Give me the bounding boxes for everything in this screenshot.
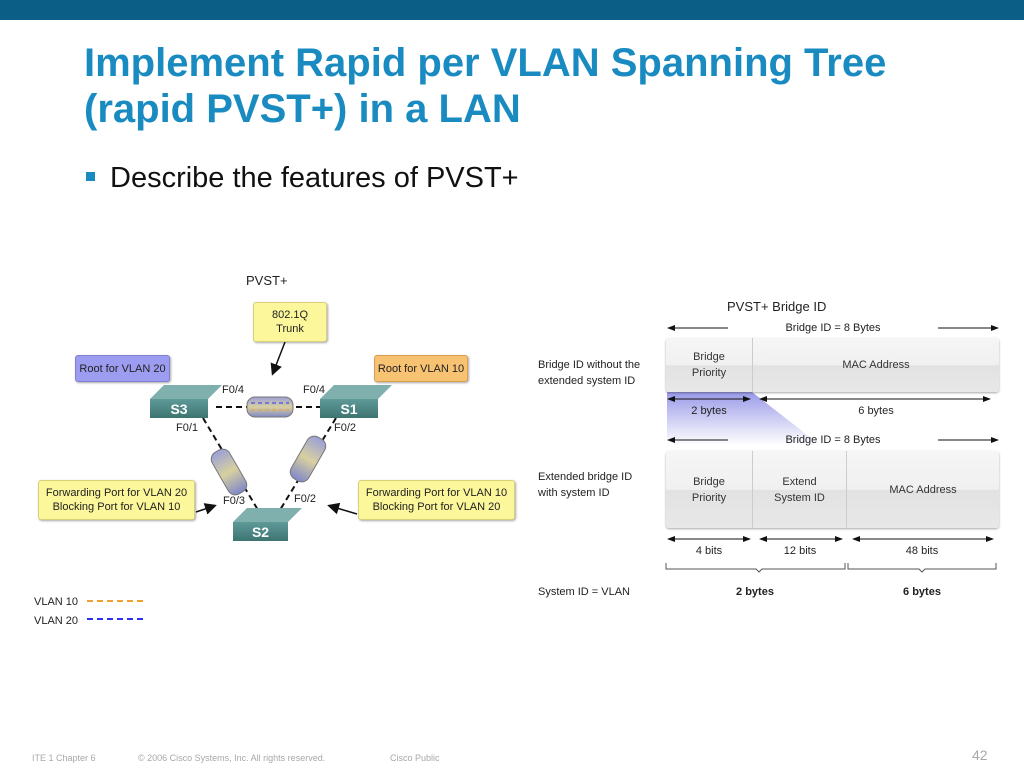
port-s2-f03: F0/3 bbox=[223, 495, 246, 507]
brace-icons bbox=[665, 563, 997, 573]
row1-label-line1: Bridge ID without the bbox=[538, 359, 641, 371]
top-bar bbox=[0, 0, 1024, 20]
row2-ext-line1: Extend bbox=[782, 475, 817, 488]
row2-ext-line2: System ID bbox=[774, 491, 825, 504]
row2-bits-mac: 48 bits bbox=[905, 545, 939, 557]
switch-s2-label: S2 bbox=[251, 524, 270, 540]
trunk-callout: 802.1Q Trunk bbox=[253, 302, 327, 342]
row2-bits-priority: 4 bits bbox=[695, 545, 723, 557]
row1-priority-field: Bridge Priority bbox=[666, 338, 753, 392]
row2-bytes-mac: 6 bytes bbox=[903, 586, 941, 598]
bullet-text: Describe the features of PVST+ bbox=[110, 162, 519, 194]
legend-lines bbox=[87, 600, 147, 620]
slide-title: Implement Rapid per VLAN Spanning Tree (… bbox=[84, 41, 887, 131]
right-port-callout: Forwarding Port for VLAN 10 Blocking Por… bbox=[358, 480, 515, 520]
row1-size-priority: 2 bytes bbox=[691, 405, 727, 417]
row2-label: Extended bridge ID with system ID bbox=[538, 469, 632, 501]
footer-classification: Cisco Public bbox=[390, 753, 440, 763]
trunk-cylinder-icon bbox=[210, 396, 327, 496]
row1-field-bar: Bridge Priority MAC Address bbox=[666, 338, 999, 392]
row2-field-bar: Bridge Priority Extend System ID MAC Add… bbox=[666, 451, 999, 528]
bullet-icon bbox=[86, 172, 95, 181]
footer-copyright: © 2006 Cisco Systems, Inc. All rights re… bbox=[138, 753, 326, 763]
total-size-label-1: Bridge ID = 8 Bytes bbox=[785, 322, 881, 334]
row2-label-line2: with system ID bbox=[538, 487, 610, 499]
callout-arrows bbox=[195, 341, 358, 515]
trunk-callout-line1: 802.1Q bbox=[271, 309, 309, 321]
row2-priority-field: Bridge Priority bbox=[666, 451, 753, 528]
row1-label-line2: extended system ID bbox=[538, 375, 636, 387]
page-number: 42 bbox=[972, 747, 988, 763]
row2-mac-field: MAC Address bbox=[889, 483, 957, 496]
left-callout-line1: Forwarding Port for VLAN 20 bbox=[45, 487, 188, 499]
priority-expansion-shade bbox=[667, 392, 820, 445]
right-callout-line1: Forwarding Port for VLAN 10 bbox=[365, 487, 508, 499]
port-s3-f01: F0/1 bbox=[176, 422, 199, 434]
row1-label: Bridge ID without the extended system ID bbox=[538, 357, 640, 389]
port-s3-f04: F0/4 bbox=[222, 384, 245, 396]
right-callout-line2: Blocking Port for VLAN 20 bbox=[372, 501, 501, 513]
total-size-label-2: Bridge ID = 8 Bytes bbox=[785, 434, 881, 446]
row2-priority-line2: Priority bbox=[691, 491, 727, 504]
legend-vlan20-label: VLAN 20 bbox=[34, 615, 79, 627]
bridge-id-title: PVST+ Bridge ID bbox=[727, 299, 827, 314]
switch-s3-label: S3 bbox=[170, 401, 188, 417]
system-id-label: System ID = VLAN bbox=[538, 586, 631, 598]
row1-size-mac: 6 bytes bbox=[858, 405, 894, 417]
row2-bits-ext: 12 bits bbox=[783, 545, 817, 557]
switch-icons bbox=[150, 385, 392, 541]
footer-course: ITE 1 Chapter 6 bbox=[32, 753, 96, 763]
topology-title: PVST+ bbox=[246, 273, 288, 288]
row1-priority-line2: Priority bbox=[691, 367, 727, 379]
root-vlan20-callout: Root for VLAN 20 bbox=[75, 355, 170, 382]
switch-s1-label: S1 bbox=[340, 401, 358, 417]
left-port-callout: Forwarding Port for VLAN 20 Blocking Por… bbox=[38, 480, 195, 520]
port-s1-f04: F0/4 bbox=[303, 384, 326, 396]
row2-label-line1: Extended bridge ID bbox=[538, 471, 633, 483]
port-s1-f02: F0/2 bbox=[334, 422, 357, 434]
legend-vlan10-label: VLAN 10 bbox=[34, 596, 79, 608]
left-callout-line2: Blocking Port for VLAN 10 bbox=[52, 501, 181, 513]
row2-bytes-first: 2 bytes bbox=[736, 586, 774, 598]
row1-priority-line1: Bridge bbox=[693, 351, 725, 363]
root-vlan10-callout: Root for VLAN 10 bbox=[374, 355, 468, 382]
row2-priority-line1: Bridge bbox=[693, 475, 725, 488]
row1-mac-field: MAC Address bbox=[842, 359, 910, 371]
row2-ext-sysid-field: Extend System ID bbox=[753, 451, 847, 528]
port-s2-f02: F0/2 bbox=[294, 493, 317, 505]
trunk-callout-line2: Trunk bbox=[276, 323, 304, 335]
